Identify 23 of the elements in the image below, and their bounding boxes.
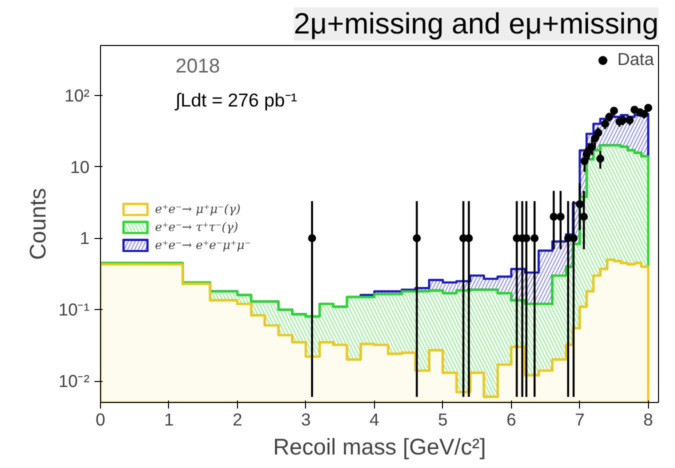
x-tick-label: 1 xyxy=(164,410,174,430)
x-tick-label: 0 xyxy=(96,410,106,430)
y-tick-label: 1 xyxy=(80,228,90,248)
x-tick-label: 5 xyxy=(438,410,448,430)
legend-label: e⁺e⁻→ τ⁺τ⁻(γ) xyxy=(155,220,238,234)
annotation: 2018 xyxy=(176,56,220,78)
y-tick-label: 10⁻² xyxy=(58,371,90,392)
x-tick-label: 6 xyxy=(506,410,516,430)
legend-label: Data xyxy=(617,49,654,70)
legend-label: e⁺e⁻→ e⁺e⁻μ⁺μ⁻ xyxy=(155,238,251,252)
chart-title: 2μ+missing and eμ+missing xyxy=(294,8,659,40)
y-tick-label: 10² xyxy=(64,85,90,106)
x-axis-title: Recoil mass [GeV/c²] xyxy=(273,434,486,460)
x-tick-label: 8 xyxy=(643,410,654,430)
x-tick-label: 2 xyxy=(232,410,242,430)
legend-label: e⁺e⁻→ μ⁺μ⁻(γ) xyxy=(155,202,241,216)
annotation: ∫Ldt = 276 pb⁻¹ xyxy=(174,90,298,110)
y-tick-label: 10⁻¹ xyxy=(58,300,90,320)
x-tick-label: 7 xyxy=(574,410,585,430)
y-tick-label: 10 xyxy=(70,156,90,177)
x-tick-label: 4 xyxy=(370,410,380,430)
y-axis-title: Counts xyxy=(24,188,50,260)
x-tick-label: 3 xyxy=(301,410,311,430)
